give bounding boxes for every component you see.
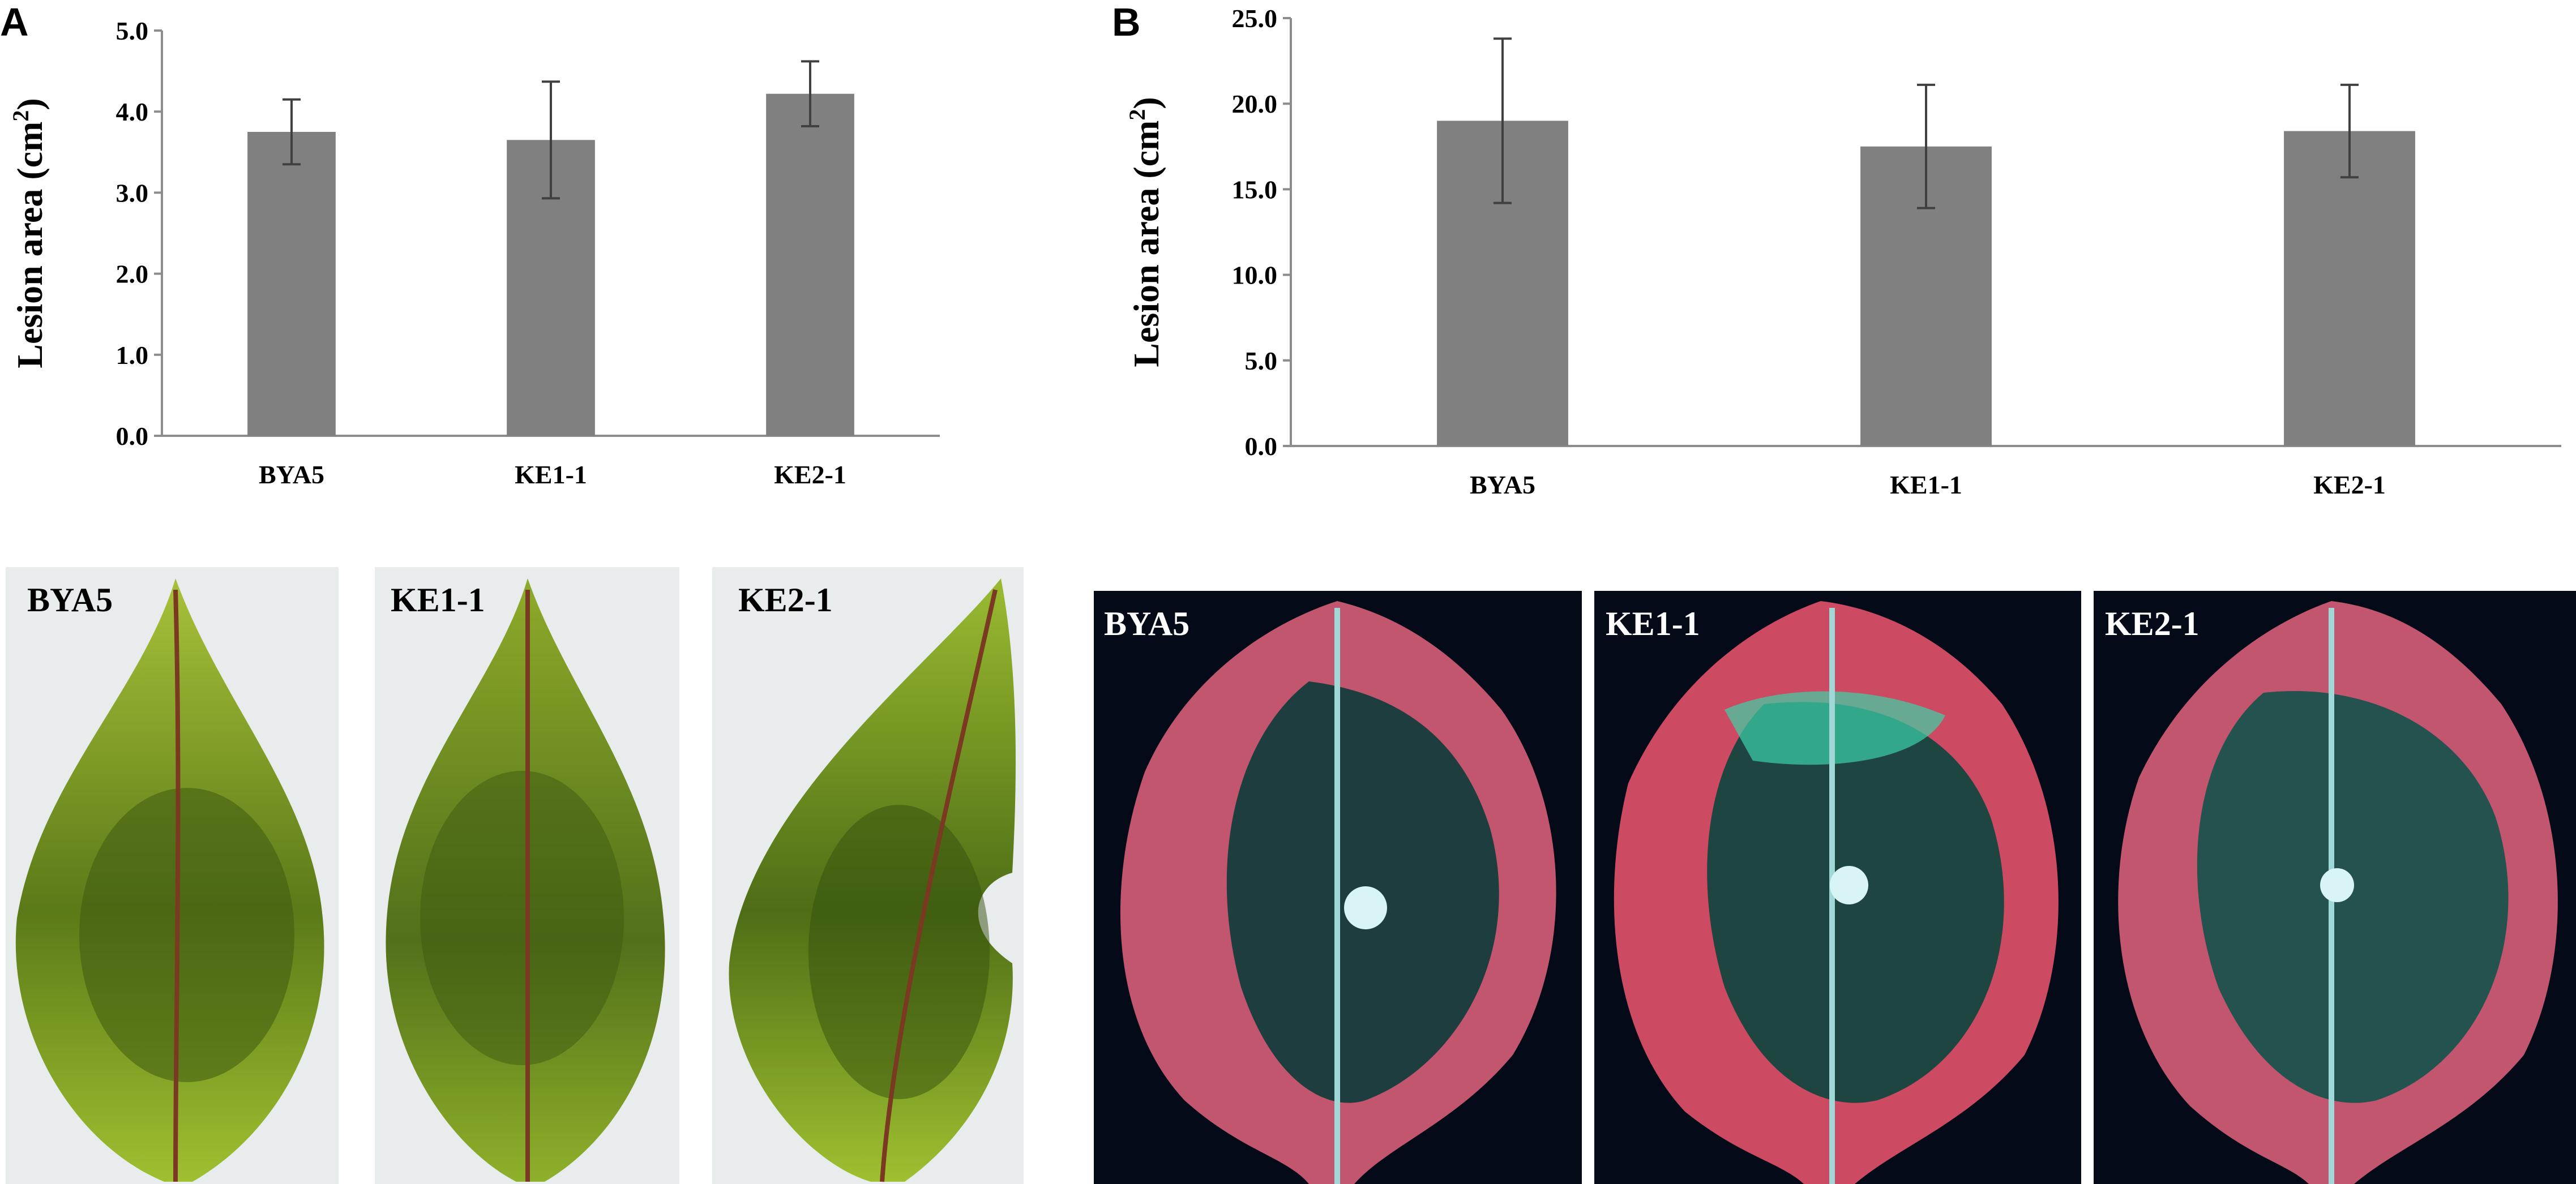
y-tick-label: 10.0 — [1232, 261, 1278, 290]
leaf-illustration — [1120, 601, 1556, 1184]
leaf-illustration — [1614, 601, 2059, 1184]
photo-label: KE2-1 — [2105, 605, 2200, 642]
y-axis-label: Lesion area (cm2) — [1124, 97, 1166, 367]
leaf-illustration — [15, 578, 324, 1182]
y-tick-label: 25.0 — [1232, 4, 1278, 33]
leaf-illustration — [2118, 601, 2558, 1184]
bar — [766, 93, 854, 436]
photo-label: KE1-1 — [391, 581, 485, 619]
y-tick-label: 0.0 — [116, 422, 149, 451]
x-category-label: KE2-1 — [2313, 470, 2386, 499]
uv-photo-bya5: BYA5 — [1094, 591, 1582, 1184]
chart-b: 0.0 5.0 10.0 15.0 20.0 25.0 BYA5 KE1-1 KE2-1 Le… — [1124, 4, 2561, 499]
bar — [247, 132, 336, 436]
y-tick-label: 15.0 — [1232, 175, 1278, 204]
y-tick-label: 3.0 — [116, 178, 149, 207]
x-category-label: KE1-1 — [1890, 470, 1962, 499]
leaf-photo-ke1-1: KE1-1 — [375, 567, 679, 1184]
uv-photo-ke2-1: KE2-1 — [2094, 591, 2576, 1184]
y-tick-label: 5.0 — [116, 16, 149, 45]
photo-label: KE1-1 — [1606, 605, 1700, 642]
leaf-photo-bya5: BYA5 — [6, 567, 339, 1184]
x-category-label: BYA5 — [1470, 470, 1535, 499]
panel-letter-a: A — [0, 0, 29, 44]
photo-label: KE2-1 — [738, 581, 833, 619]
x-category-label: BYA5 — [259, 460, 324, 489]
uv-photo-ke1-1: KE1-1 — [1594, 591, 2081, 1184]
y-tick-label: 4.0 — [116, 97, 149, 126]
y-tick-label: 0.0 — [1245, 432, 1278, 461]
chart-a: 0.0 1.0 2.0 3.0 4.0 5.0 BYA5 KE1-1 KE2-1 Lesion… — [8, 16, 940, 489]
x-category-label: KE2-1 — [774, 460, 846, 489]
y-tick-label: 2.0 — [116, 260, 149, 289]
x-category-label: KE1-1 — [515, 460, 587, 489]
leaf-illustration — [729, 578, 1016, 1182]
panel-letter-b: B — [1112, 0, 1141, 44]
leaf-illustration — [386, 578, 665, 1182]
y-tick-label: 20.0 — [1232, 89, 1278, 118]
y-tick-label: 5.0 — [1245, 346, 1278, 375]
y-tick-label: 1.0 — [116, 341, 149, 370]
bar — [2284, 131, 2415, 447]
leaf-photo-ke2-1: KE2-1 — [712, 567, 1024, 1184]
photo-label: BYA5 — [27, 581, 113, 619]
photo-label: BYA5 — [1104, 605, 1190, 642]
y-axis-label: Lesion area (cm2) — [8, 98, 50, 368]
